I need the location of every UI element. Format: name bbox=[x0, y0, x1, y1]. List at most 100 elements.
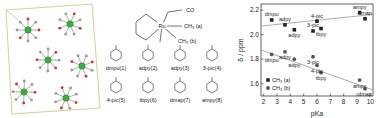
pyridine-ring bbox=[143, 81, 153, 93]
legend-label: CH₃ (a) bbox=[272, 77, 291, 83]
data-point bbox=[283, 50, 287, 54]
figure: CORuCH₃ (a)CH₃ (b)dmpu(1)adpy(2)adpy(3)3… bbox=[0, 0, 378, 118]
atom bbox=[15, 83, 18, 86]
atom bbox=[73, 12, 76, 15]
point-label: adpy bbox=[288, 32, 300, 38]
x-tick-label: 4 bbox=[289, 98, 293, 105]
ligand-label: adpy(2) bbox=[139, 65, 158, 71]
atom bbox=[64, 33, 67, 36]
y-tick-label: 1.6 bbox=[250, 80, 259, 87]
legend: CH₃ (a)CH₃ (b) bbox=[266, 77, 291, 91]
ligand-label: 4-pic(5) bbox=[107, 97, 126, 103]
atom bbox=[69, 87, 72, 90]
legend-marker bbox=[266, 86, 270, 90]
atom bbox=[76, 75, 79, 78]
atom bbox=[75, 93, 78, 96]
substituent bbox=[148, 45, 149, 49]
atom bbox=[27, 18, 30, 21]
atom bbox=[46, 70, 49, 73]
x-tick-label: 5 bbox=[302, 98, 306, 105]
point-label: adpy bbox=[279, 54, 291, 60]
point-label: tbpy bbox=[316, 31, 327, 37]
point-label: dmap bbox=[358, 91, 372, 97]
metal-atom bbox=[45, 57, 51, 63]
point-label: tbpy bbox=[316, 75, 327, 81]
atom bbox=[22, 102, 25, 105]
atom bbox=[91, 61, 94, 64]
point-label: 4-pic bbox=[311, 68, 323, 74]
x-tick-label: 8 bbox=[342, 98, 346, 105]
atom bbox=[77, 54, 80, 57]
point-label: 3-pic bbox=[307, 22, 319, 28]
pyridine-ring bbox=[207, 81, 217, 93]
molecule bbox=[36, 48, 61, 73]
x-tick bbox=[263, 94, 264, 97]
atom bbox=[71, 60, 74, 63]
atom bbox=[38, 29, 41, 32]
y-tick bbox=[261, 83, 264, 84]
atom bbox=[19, 36, 22, 39]
atom bbox=[79, 27, 82, 30]
metal-atom bbox=[25, 27, 31, 33]
atom bbox=[85, 55, 88, 58]
point-label: adpy bbox=[279, 16, 291, 22]
atom bbox=[70, 69, 73, 72]
atom bbox=[54, 51, 57, 54]
metal-atom bbox=[63, 95, 69, 101]
ligand-label: 3-pic(4) bbox=[203, 65, 222, 71]
y-tick-label: 2.2 bbox=[250, 6, 259, 13]
pyridine-ring bbox=[111, 81, 121, 93]
data-point bbox=[311, 29, 315, 33]
complex-label: Ru bbox=[158, 23, 165, 29]
atom bbox=[15, 98, 18, 101]
crystal-packing bbox=[6, 4, 100, 114]
label-bg bbox=[157, 22, 167, 29]
data-point bbox=[319, 27, 323, 31]
atom bbox=[55, 92, 58, 95]
atom bbox=[12, 90, 15, 93]
atom bbox=[54, 100, 57, 103]
data-point bbox=[270, 18, 274, 22]
x-tick-label: 9 bbox=[355, 98, 359, 105]
atom bbox=[58, 18, 61, 21]
pyridine-ring bbox=[111, 49, 121, 61]
x-tick-label: 6 bbox=[315, 98, 319, 105]
trend-line bbox=[261, 50, 373, 90]
ligand-label: ampy(8) bbox=[202, 97, 222, 103]
plot-frame bbox=[261, 4, 373, 96]
metal-atom bbox=[67, 21, 73, 27]
atom bbox=[73, 33, 76, 36]
atom bbox=[75, 101, 78, 104]
molecule bbox=[16, 18, 41, 43]
y-tick bbox=[261, 34, 264, 35]
y-tick-label: 2.0 bbox=[250, 31, 259, 38]
ligand-label: tbpy(6) bbox=[139, 97, 156, 103]
y-tick bbox=[261, 59, 264, 60]
plot-area bbox=[261, 11, 373, 91]
ligand-label: adpy(3) bbox=[171, 65, 190, 71]
point-label: ampy bbox=[353, 4, 367, 10]
y-axis-label: δ / ppm bbox=[237, 38, 245, 62]
legend-marker bbox=[266, 78, 270, 82]
metal-atom bbox=[79, 63, 85, 69]
atom bbox=[54, 66, 57, 69]
atom bbox=[27, 40, 30, 43]
atom bbox=[34, 36, 37, 39]
molecule bbox=[70, 54, 93, 77]
atom bbox=[36, 58, 39, 61]
data-point bbox=[293, 28, 297, 32]
atom bbox=[16, 29, 19, 32]
point-labels: dmpuadpyadpy3-pic4-pictbpyampydmapdmpuad… bbox=[265, 4, 372, 97]
pyridine-ring bbox=[207, 49, 217, 61]
substituent bbox=[212, 77, 213, 81]
substituent bbox=[116, 45, 117, 49]
x-tick bbox=[290, 94, 291, 97]
atom bbox=[30, 99, 33, 102]
atom bbox=[64, 12, 67, 15]
point-label: 4-pic bbox=[311, 13, 323, 19]
molecule bbox=[54, 86, 77, 109]
atom bbox=[58, 59, 61, 62]
pyridine-ring bbox=[175, 49, 185, 61]
x-tick-label: 10 bbox=[367, 98, 375, 105]
y-tick bbox=[261, 10, 264, 11]
